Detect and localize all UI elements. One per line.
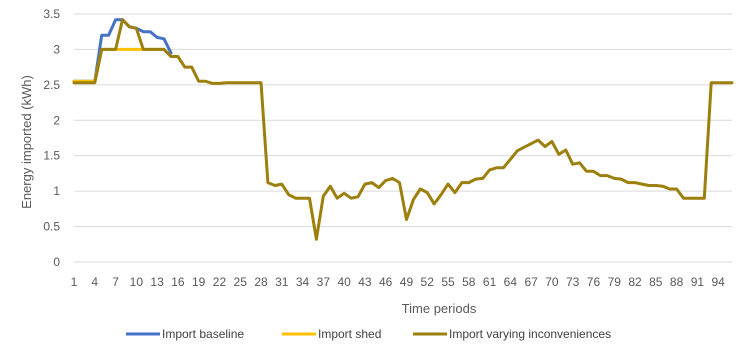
gridlines — [74, 13, 732, 228]
x-tick-label: 43 — [358, 275, 372, 289]
x-tick-label: 34 — [296, 275, 310, 289]
x-tick-label: 85 — [649, 275, 663, 289]
x-tick-label: 7 — [112, 275, 119, 289]
series-lines — [72, 18, 734, 241]
x-tick-label: 16 — [171, 275, 185, 289]
x-tick-label: 19 — [192, 275, 206, 289]
y-tick-label: 1 — [53, 184, 60, 198]
y-tick-label: 3 — [53, 42, 60, 56]
y-tick-label: 2.5 — [43, 78, 60, 92]
legend-label: Import shed — [318, 327, 381, 341]
x-tick-label: 61 — [483, 275, 497, 289]
x-axis-title: Time periods — [402, 301, 477, 316]
x-tick-label: 76 — [587, 275, 601, 289]
x-tick-label: 1 — [71, 275, 78, 289]
x-tick-label: 82 — [628, 275, 642, 289]
x-tick-label: 25 — [234, 275, 248, 289]
x-tick-label: 94 — [711, 275, 725, 289]
legend-label: Import varying inconveniences — [449, 327, 611, 341]
y-tick-label: 3.5 — [43, 7, 60, 21]
y-tick-label: 1.5 — [43, 149, 60, 163]
y-tick-label: 0.5 — [43, 220, 60, 234]
legend: Import baseline Import shed Import varying… — [126, 327, 611, 341]
x-tick-label: 73 — [566, 275, 580, 289]
x-tick-label: 28 — [254, 275, 268, 289]
x-tick-label: 10 — [130, 275, 144, 289]
y-tick-label: 2 — [53, 113, 60, 127]
x-tick-label: 58 — [462, 275, 476, 289]
x-tick-label: 37 — [317, 275, 331, 289]
x-tick-label: 88 — [670, 275, 684, 289]
x-tick-label: 70 — [545, 275, 559, 289]
x-tick-label: 46 — [379, 275, 393, 289]
series-line-2 — [72, 47, 173, 83]
x-tick-label: 91 — [691, 275, 705, 289]
y-tick-label: 0 — [53, 255, 60, 269]
x-tick-label: 49 — [400, 275, 414, 289]
legend-label: Import baseline — [162, 327, 244, 341]
x-tick-label: 79 — [608, 275, 622, 289]
x-tick-label: 31 — [275, 275, 289, 289]
x-tick-label: 40 — [337, 275, 351, 289]
y-tick-labels: 0 0.5 1 1.5 2 2.5 3 3.5 — [43, 7, 60, 269]
series-line-3 — [72, 18, 734, 241]
x-tick-label: 55 — [441, 275, 455, 289]
x-tick-label: 67 — [524, 275, 538, 289]
x-tick-label: 52 — [421, 275, 435, 289]
y-axis-title: Energy imported (kWh) — [19, 75, 34, 209]
x-tick-label: 4 — [91, 275, 98, 289]
x-tick-label: 13 — [150, 275, 164, 289]
x-tick-label: 64 — [504, 275, 518, 289]
x-tick-labels: 1 4 7 10 13 16 19 22 25 28 31 34 37 40 43 46 49 52 55 58 61 6… — [71, 275, 725, 289]
x-tick-label: 22 — [213, 275, 227, 289]
